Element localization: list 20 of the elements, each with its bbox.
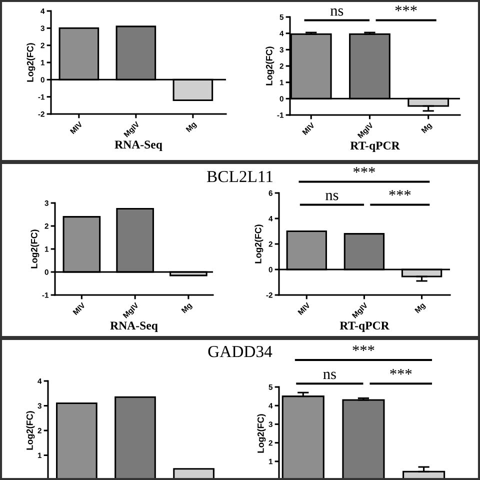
y-axis-title: Log2(FC) (26, 411, 35, 450)
x-axis-title: RT-qPCR (350, 142, 400, 152)
text: *** (390, 369, 412, 375)
text: ns (323, 372, 336, 380)
chart-title: BCL2L11 (206, 170, 272, 182)
text: *** (354, 167, 375, 173)
text: *** (352, 345, 374, 351)
annotation: *** (389, 190, 411, 196)
x-axis-title: RT-qPCR (340, 322, 390, 332)
x-axis-title: RNA-Seq (110, 322, 158, 332)
text: *** (395, 6, 417, 12)
y-axis-title: Log2(FC) (30, 230, 40, 268)
y-axis-title: Log2(FC) (266, 46, 274, 86)
y-axis-title: Log2(FC) (254, 224, 264, 264)
x-axis-title: RNA-Seq (114, 140, 162, 151)
annotation: ns (326, 192, 338, 200)
y-axis-title: Log2(FC) (26, 43, 36, 82)
text: ns (330, 8, 344, 16)
y-axis-title: Log2(FC) (257, 414, 266, 453)
chart-title: GADD34 (208, 346, 272, 358)
